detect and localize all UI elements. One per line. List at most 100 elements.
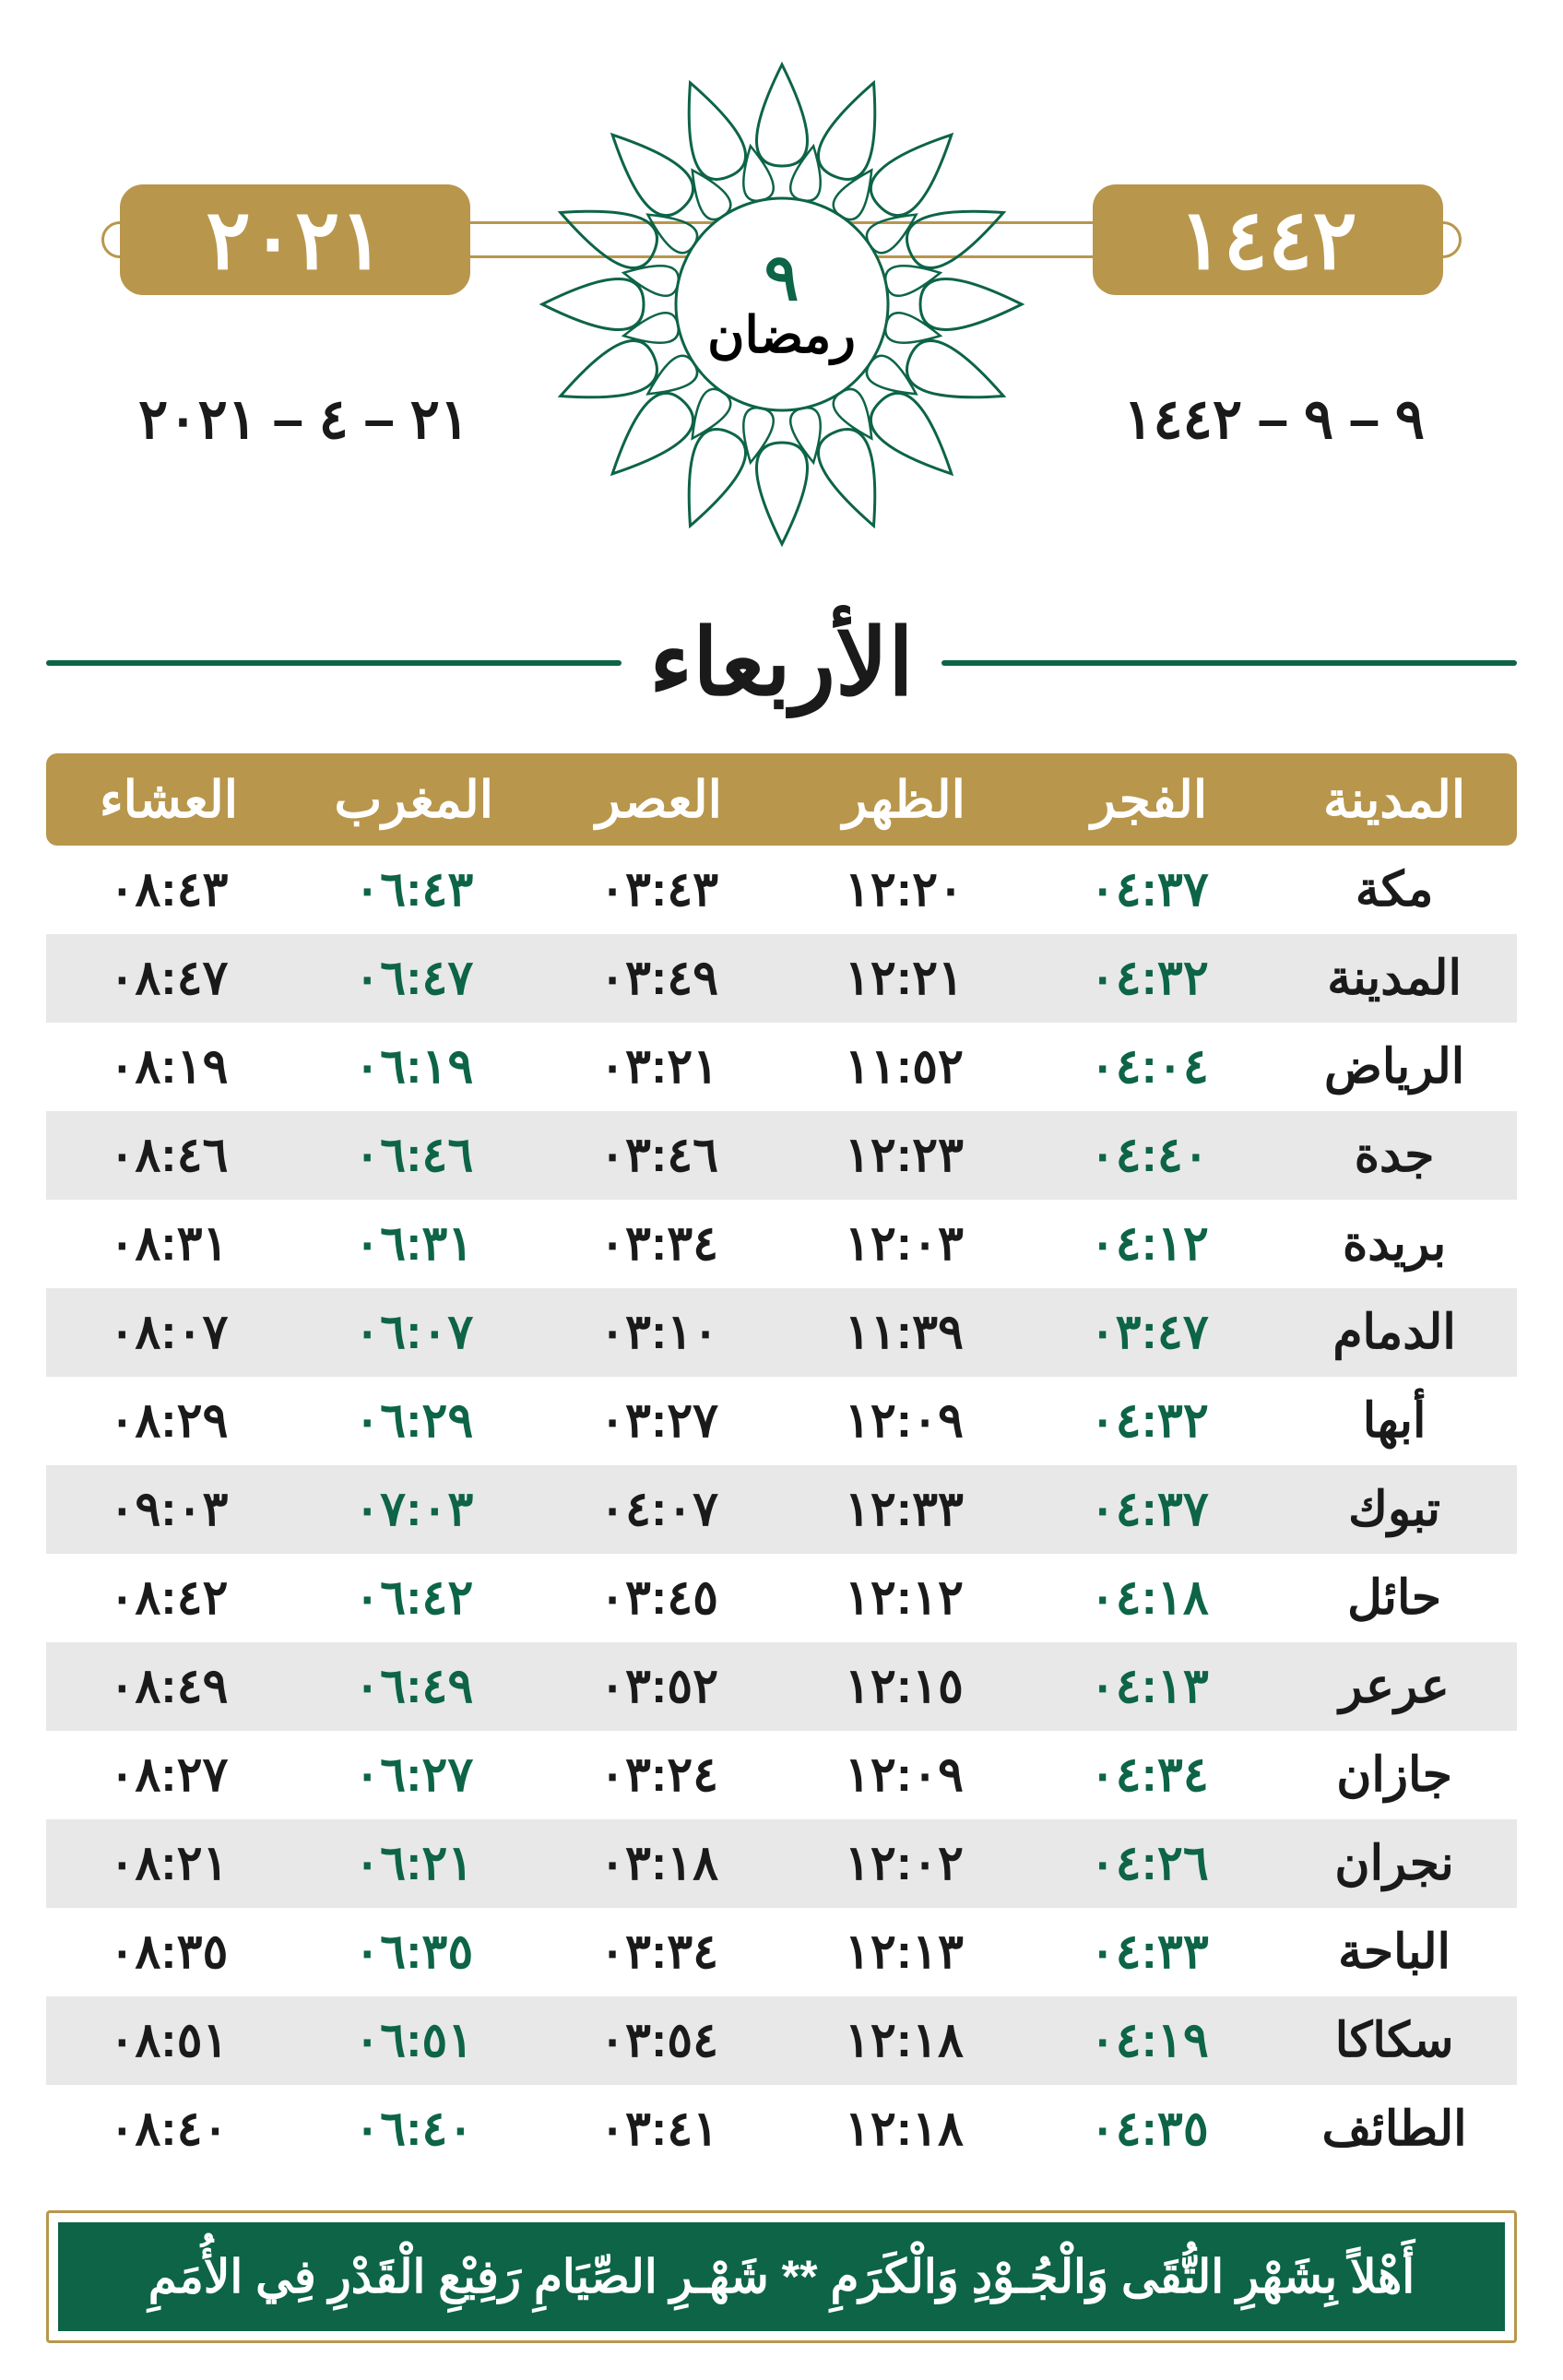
time-cell: ١٢:٢٣ (782, 1111, 1027, 1200)
city-cell: نجران (1272, 1819, 1517, 1908)
time-cell: ١٢:١٣ (782, 1908, 1027, 1996)
table-row: أبها٠٤:٣٢١٢:٠٩٠٣:٢٧٠٦:٢٩٠٨:٢٩ (46, 1377, 1517, 1465)
time-cell: ٠٨:٣٥ (46, 1908, 291, 1996)
time-cell: ٠٣:٢٧ (537, 1377, 782, 1465)
time-cell: ٠٨:٣١ (46, 1200, 291, 1288)
time-cell: ٠٨:٢١ (46, 1819, 291, 1908)
city-cell: بريدة (1272, 1200, 1517, 1288)
table-row: جدة٠٤:٤٠١٢:٢٣٠٣:٤٦٠٦:٤٦٠٨:٤٦ (46, 1111, 1517, 1200)
city-cell: عرعر (1272, 1642, 1517, 1731)
time-cell: ٠٨:٤٦ (46, 1111, 291, 1200)
time-cell: ٠٤:٢٦ (1026, 1819, 1272, 1908)
time-cell: ٠٤:٣٤ (1026, 1731, 1272, 1819)
city-cell: حائل (1272, 1554, 1517, 1642)
hijri-date: ٩ – ٩ – ١٤٤٢ (1123, 387, 1425, 452)
city-cell: سكاكا (1272, 1996, 1517, 2085)
table-row: بريدة٠٤:١٢١٢:٠٣٠٣:٣٤٠٦:٣١٠٨:٣١ (46, 1200, 1517, 1288)
city-cell: مكة (1272, 846, 1517, 934)
day-name-row: الأربعاء (46, 609, 1517, 716)
time-cell: ٠٤:٣٣ (1026, 1908, 1272, 1996)
time-cell: ١٢:٠٢ (782, 1819, 1027, 1908)
city-cell: الرياض (1272, 1023, 1517, 1111)
weekday-name: الأربعاء (649, 609, 914, 716)
time-cell: ٠٨:٢٩ (46, 1377, 291, 1465)
time-cell: ٠٣:٤٣ (537, 846, 782, 934)
time-cell: ٠٤:٣٢ (1026, 1377, 1272, 1465)
time-cell: ١٢:٣٣ (782, 1465, 1027, 1554)
hijri-year-box: ١٤٤٢ (1093, 184, 1443, 295)
time-cell: ٠٦:٤٦ (291, 1111, 537, 1200)
time-cell: ٠٤:٣٧ (1026, 846, 1272, 934)
table-row: عرعر٠٤:١٣١٢:١٥٠٣:٥٢٠٦:٤٩٠٨:٤٩ (46, 1642, 1517, 1731)
time-cell: ٠٣:٤١ (537, 2085, 782, 2173)
time-cell: ٠٣:٣٤ (537, 1908, 782, 1996)
time-cell: ٠٦:٠٧ (291, 1288, 537, 1377)
time-cell: ١٢:٢٠ (782, 846, 1027, 934)
time-cell: ٠٨:٤٢ (46, 1554, 291, 1642)
city-cell: جازان (1272, 1731, 1517, 1819)
table-body: مكة٠٤:٣٧١٢:٢٠٠٣:٤٣٠٦:٤٣٠٨:٤٣المدينة٠٤:٣٢… (46, 846, 1517, 2173)
table-row: المدينة٠٤:٣٢١٢:٢١٠٣:٤٩٠٦:٤٧٠٨:٤٧ (46, 934, 1517, 1023)
table-header: المدينةالفجرالظهرالعصرالمغربالعشاء (46, 753, 1517, 846)
time-cell: ٠٦:٥١ (291, 1996, 537, 2085)
divider (941, 660, 1517, 666)
time-cell: ١٢:١٨ (782, 1996, 1027, 2085)
time-cell: ٠٧:٠٣ (291, 1465, 537, 1554)
time-cell: ٠٤:١٢ (1026, 1200, 1272, 1288)
time-cell: ٠٦:٤٢ (291, 1554, 537, 1642)
time-cell: ٠٩:٠٣ (46, 1465, 291, 1554)
greg-year-box: ٢٠٢١ (120, 184, 470, 295)
table-row: الدمام٠٣:٤٧١١:٣٩٠٣:١٠٠٦:٠٧٠٨:٠٧ (46, 1288, 1517, 1377)
time-cell: ٠٦:٤٩ (291, 1642, 537, 1731)
column-header: الظهر (782, 753, 1027, 846)
time-cell: ١٢:١٨ (782, 2085, 1027, 2173)
prayer-times-table: المدينةالفجرالظهرالعصرالمغربالعشاء مكة٠٤… (46, 753, 1517, 2173)
time-cell: ٠٣:٤٩ (537, 934, 782, 1023)
time-cell: ٠٤:٣٥ (1026, 2085, 1272, 2173)
time-cell: ٠٣:٢١ (537, 1023, 782, 1111)
table-row: مكة٠٤:٣٧١٢:٢٠٠٣:٤٣٠٦:٤٣٠٨:٤٣ (46, 846, 1517, 934)
time-cell: ٠٣:٤٧ (1026, 1288, 1272, 1377)
time-cell: ١٢:١٥ (782, 1642, 1027, 1731)
time-cell: ٠٣:٣٤ (537, 1200, 782, 1288)
city-cell: الدمام (1272, 1288, 1517, 1377)
time-cell: ٠٨:٤٩ (46, 1642, 291, 1731)
time-cell: ٠٤:٣٢ (1026, 934, 1272, 1023)
time-cell: ١٢:٠٩ (782, 1377, 1027, 1465)
time-cell: ٠٦:٣١ (291, 1200, 537, 1288)
time-cell: ٠٣:١٨ (537, 1819, 782, 1908)
city-cell: جدة (1272, 1111, 1517, 1200)
mandala-ornament: ٩ رمضان (524, 46, 1040, 562)
time-cell: ٠٦:١٩ (291, 1023, 537, 1111)
city-cell: تبوك (1272, 1465, 1517, 1554)
time-cell: ٠٦:٢٧ (291, 1731, 537, 1819)
column-header: الفجر (1026, 753, 1272, 846)
time-cell: ٠٣:٥٤ (537, 1996, 782, 2085)
column-header: المغرب (291, 753, 537, 846)
time-cell: ٠٤:١٣ (1026, 1642, 1272, 1731)
time-cell: ٠٤:١٩ (1026, 1996, 1272, 2085)
city-cell: أبها (1272, 1377, 1517, 1465)
time-cell: ٠٣:٤٦ (537, 1111, 782, 1200)
time-cell: ٠٤:٠٤ (1026, 1023, 1272, 1111)
greg-date: ٢١ – ٤ – ٢٠٢١ (138, 387, 469, 452)
footer-box: أَهْلاً بِشَهْرِ التُّقَى وَالْجُـوْدِ و… (46, 2210, 1517, 2343)
header: ١٤٤٢ ٢٠٢١ ٩ – ٩ – ١٤٤٢ ٢١ – ٤ – ٢٠٢١ ٩ ر… (46, 37, 1517, 590)
time-cell: ٠٨:٥١ (46, 1996, 291, 2085)
time-cell: ٠٨:٤٠ (46, 2085, 291, 2173)
time-cell: ٠٦:٢١ (291, 1819, 537, 1908)
time-cell: ٠٨:١٩ (46, 1023, 291, 1111)
time-cell: ٠٦:٤٧ (291, 934, 537, 1023)
divider (46, 660, 622, 666)
time-cell: ٠٣:٢٤ (537, 1731, 782, 1819)
time-cell: ١٢:٠٩ (782, 1731, 1027, 1819)
time-cell: ٠٦:٤٣ (291, 846, 537, 934)
time-cell: ١١:٥٢ (782, 1023, 1027, 1111)
table-row: الطائف٠٤:٣٥١٢:١٨٠٣:٤١٠٦:٤٠٠٨:٤٠ (46, 2085, 1517, 2173)
time-cell: ١١:٣٩ (782, 1288, 1027, 1377)
table-row: حائل٠٤:١٨١٢:١٢٠٣:٤٥٠٦:٤٢٠٨:٤٢ (46, 1554, 1517, 1642)
time-cell: ٠٤:٠٧ (537, 1465, 782, 1554)
time-cell: ١٢:٢١ (782, 934, 1027, 1023)
time-cell: ٠٨:٢٧ (46, 1731, 291, 1819)
column-header: العصر (537, 753, 782, 846)
